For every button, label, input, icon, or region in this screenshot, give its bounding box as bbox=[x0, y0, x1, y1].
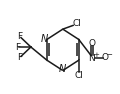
Text: F: F bbox=[17, 53, 22, 62]
Text: F: F bbox=[15, 42, 20, 52]
Text: N: N bbox=[41, 34, 48, 44]
Text: Cl: Cl bbox=[74, 71, 83, 80]
Text: −: − bbox=[106, 52, 112, 58]
Text: O: O bbox=[102, 53, 109, 62]
Text: O: O bbox=[88, 39, 96, 48]
Text: +: + bbox=[93, 52, 99, 58]
Text: Cl: Cl bbox=[72, 19, 81, 28]
Text: F: F bbox=[17, 32, 22, 41]
Text: N: N bbox=[89, 54, 95, 63]
Text: N: N bbox=[59, 64, 66, 74]
